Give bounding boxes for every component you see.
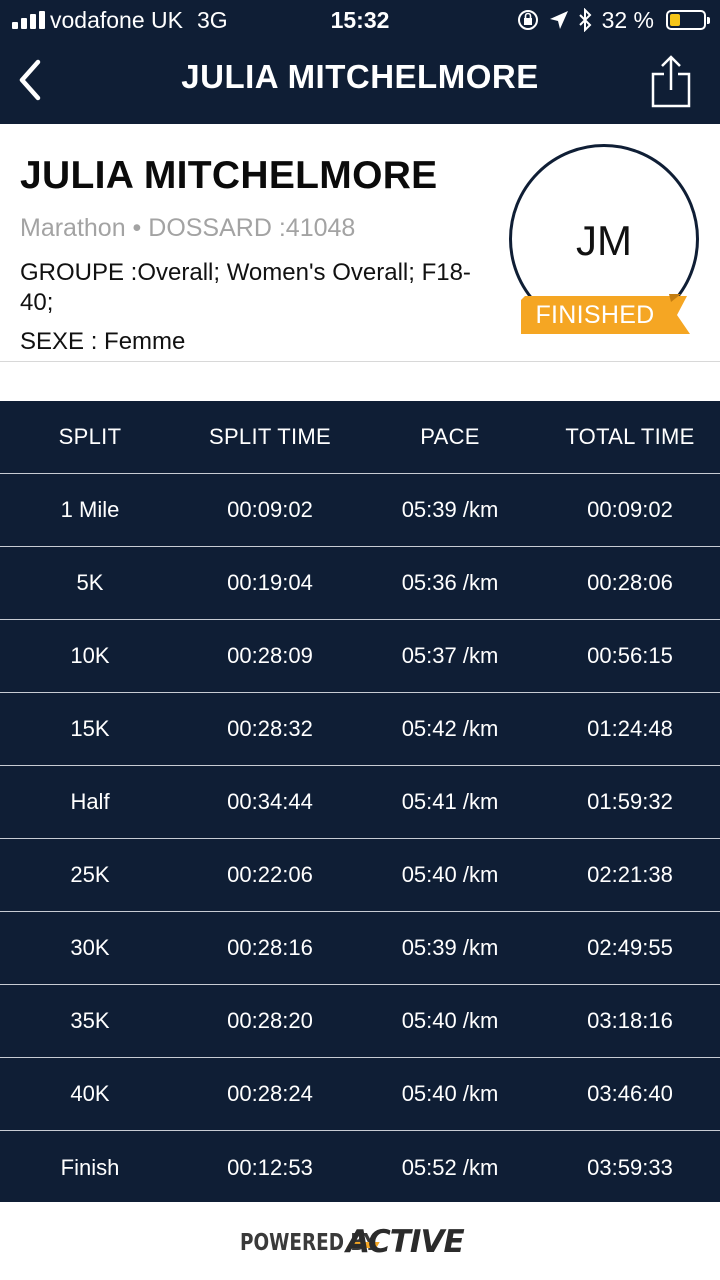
split-total-time: 03:46:40 bbox=[587, 1081, 673, 1106]
split-pace: 05:52 /km bbox=[401, 1154, 499, 1180]
split-name: 35K bbox=[70, 1008, 110, 1033]
split-pace: 05:36 /km bbox=[401, 570, 499, 595]
back-button[interactable] bbox=[14, 56, 46, 104]
carrier-name: vodafone UK bbox=[50, 7, 183, 33]
status-icons: 32 % bbox=[516, 6, 710, 34]
status-bar: vodafone UK 3G 15:32 32 % bbox=[0, 0, 720, 40]
table-header-row: SPLIT SPLIT TIME PACE TOTAL TIME bbox=[0, 401, 720, 474]
split-time: 00:28:16 bbox=[227, 935, 313, 960]
split-pace: 05:41 /km bbox=[401, 789, 499, 814]
split-time: 00:28:20 bbox=[227, 1008, 313, 1033]
battery-percent: 32 % bbox=[601, 6, 654, 33]
split-time: 00:09:02 bbox=[227, 497, 313, 522]
app-header: vodafone UK 3G 15:32 32 % JULIA MITCHELMO… bbox=[0, 0, 720, 124]
split-name: 40K bbox=[70, 1081, 110, 1106]
split-time: 00:12:53 bbox=[227, 1154, 313, 1180]
chevron-left-icon bbox=[19, 59, 41, 101]
table-row: 10K 00:28:09 05:37 /km 00:56:15 bbox=[0, 620, 720, 693]
signal-strength-icon bbox=[12, 11, 46, 29]
battery-fill bbox=[670, 14, 680, 26]
rotation-lock-icon bbox=[516, 8, 540, 32]
split-name: 10K bbox=[70, 643, 110, 668]
table-row: Half 00:34:44 05:41 /km 01:59:32 bbox=[0, 766, 720, 839]
splits-table: SPLIT SPLIT TIME PACE TOTAL TIME 1 Mile … bbox=[0, 401, 720, 1204]
athlete-name: JULIA MITCHELMORE bbox=[20, 154, 438, 197]
sex-line: SEXE : Femme bbox=[20, 328, 186, 355]
table-row: 30K 00:28:16 05:39 /km 02:49:55 bbox=[0, 912, 720, 985]
status-badge-label: FINISHED bbox=[535, 301, 655, 329]
carrier-info: vodafone UK 3G bbox=[50, 7, 228, 34]
split-name: 15K bbox=[70, 716, 110, 741]
split-pace: 05:39 /km bbox=[401, 935, 499, 960]
split-name: 5K bbox=[76, 570, 104, 595]
split-time: 00:34:44 bbox=[227, 789, 313, 814]
share-icon bbox=[651, 55, 691, 108]
page-title: JULIA MITCHELMORE bbox=[181, 58, 539, 95]
status-badge: FINISHED bbox=[521, 294, 691, 336]
split-pace: 05:40 /km bbox=[401, 1008, 499, 1033]
split-name: Finish bbox=[60, 1154, 120, 1180]
race-bib-line: Marathon • DOSSARD :41048 bbox=[20, 214, 356, 242]
ribbon-icon bbox=[521, 294, 690, 334]
split-total-time: 00:09:02 bbox=[587, 497, 673, 522]
split-total-time: 02:21:38 bbox=[587, 862, 673, 887]
bluetooth-icon bbox=[578, 8, 592, 32]
split-time: 00:28:24 bbox=[227, 1081, 313, 1106]
table-row: 35K 00:28:20 05:40 /km 03:18:16 bbox=[0, 985, 720, 1058]
split-total-time: 00:28:06 bbox=[587, 570, 673, 595]
split-total-time: 01:59:32 bbox=[587, 789, 673, 814]
split-pace: 05:37 /km bbox=[401, 643, 499, 668]
table-row: 40K 00:28:24 05:40 /km 03:46:40 bbox=[0, 1058, 720, 1131]
header-total-time: TOTAL TIME bbox=[565, 424, 695, 449]
group-line: GROUPE :Overall; Women's Overall; F18-40… bbox=[20, 259, 471, 316]
split-pace: 05:39 /km bbox=[401, 497, 499, 522]
split-time: 00:28:09 bbox=[227, 643, 313, 668]
header-pace: PACE bbox=[420, 424, 480, 449]
split-name: Half bbox=[70, 789, 110, 814]
split-name: 1 Mile bbox=[60, 497, 120, 522]
header-split-time: SPLIT TIME bbox=[208, 424, 331, 449]
status-time: 15:32 bbox=[330, 7, 390, 33]
split-total-time: 03:18:16 bbox=[587, 1008, 673, 1033]
avatar-initials: JM bbox=[576, 217, 632, 264]
table-row: 25K 00:22:06 05:40 /km 02:21:38 bbox=[0, 839, 720, 912]
split-total-time: 02:49:55 bbox=[587, 935, 673, 960]
table-row: 15K 00:28:32 05:42 /km 01:24:48 bbox=[0, 693, 720, 766]
split-name: 30K bbox=[70, 935, 110, 960]
split-total-time: 00:56:15 bbox=[587, 643, 673, 668]
share-button[interactable] bbox=[650, 54, 692, 108]
split-total-time: 03:59:33 bbox=[587, 1154, 673, 1180]
split-pace: 05:42 /km bbox=[401, 716, 499, 741]
table-row: Finish 00:12:53 05:52 /km 03:59:33 bbox=[0, 1131, 720, 1204]
athlete-profile: JULIA MITCHELMORE Marathon • DOSSARD :41… bbox=[0, 124, 720, 362]
footer: POWERED BY ACTIVE bbox=[0, 1202, 720, 1280]
split-name: 25K bbox=[70, 862, 110, 887]
battery-icon bbox=[666, 10, 710, 30]
active-logo: ACTIVE bbox=[346, 1224, 465, 1260]
split-pace: 05:40 /km bbox=[401, 862, 499, 887]
split-time: 00:22:06 bbox=[227, 862, 313, 887]
header-split: SPLIT bbox=[58, 424, 122, 449]
location-arrow-icon bbox=[548, 9, 570, 31]
table-row: 5K 00:19:04 05:36 /km 00:28:06 bbox=[0, 547, 720, 620]
split-time: 00:28:32 bbox=[227, 716, 313, 741]
network-type: 3G bbox=[196, 7, 228, 33]
split-time: 00:19:04 bbox=[227, 570, 313, 595]
split-pace: 05:40 /km bbox=[401, 1081, 499, 1106]
table-row: 1 Mile 00:09:02 05:39 /km 00:09:02 bbox=[0, 474, 720, 547]
split-total-time: 01:24:48 bbox=[587, 716, 673, 741]
